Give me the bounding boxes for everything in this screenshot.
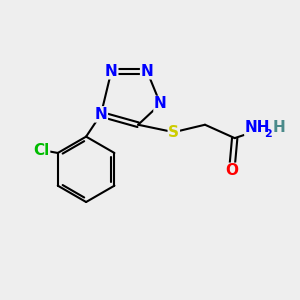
Text: N: N: [141, 64, 153, 79]
Text: S: S: [168, 125, 179, 140]
Text: Cl: Cl: [33, 142, 50, 158]
Text: N: N: [154, 96, 167, 111]
Text: O: O: [225, 163, 238, 178]
Text: NH: NH: [245, 120, 270, 135]
Text: N: N: [105, 64, 118, 79]
Text: N: N: [94, 107, 107, 122]
Text: 2: 2: [264, 129, 272, 139]
Text: H: H: [273, 120, 286, 135]
